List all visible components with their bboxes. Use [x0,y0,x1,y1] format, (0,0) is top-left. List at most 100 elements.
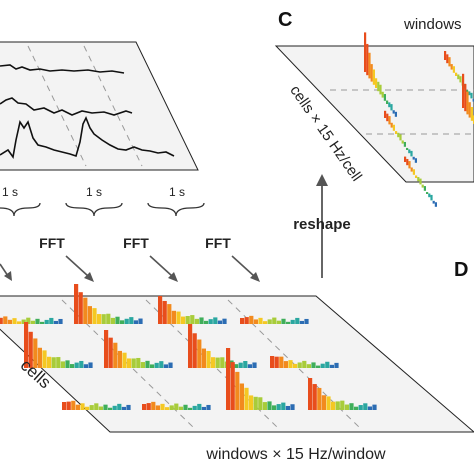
reshaped-c0-seg2-bar-13 [432,200,435,204]
spectrum-r2-c3-bar-2 [317,387,322,410]
spectrum-r2-c3-bar-11 [358,405,363,410]
spectrum-r2-c0-bar-3 [75,404,80,410]
spectrum-r1-c0-bar-2 [33,338,38,368]
spectrum-r2-c2-bar-4 [244,387,249,410]
spectrum-r0-c2-bar-10 [204,320,209,324]
spectrum-r2-c1-bar-1 [146,403,151,410]
reshaped-c0-seg1-bar-7 [399,134,402,141]
spectrum-r0-c3-bar-1 [244,317,249,324]
spectrum-r2-c0-bar-7 [94,403,99,410]
spectrum-r0-c1-bar-12 [129,317,134,324]
fft-label-2: FFT [123,235,149,251]
spectrum-r1-c0-bar-3 [37,347,42,368]
spectrum-r2-c2-bar-6 [253,396,258,410]
window-divider-1 [27,45,87,167]
spectrum-r0-c2-bar-0 [158,296,163,324]
spectrum-r0-c0-bar-13 [53,320,58,324]
spectrum-r0-c0-bar-9 [35,318,40,324]
reshaped-c0-seg0-bar-3 [370,64,373,82]
spectrum-r1-c2-bar-1 [192,333,197,368]
spectrum-r2-c3-bar-6 [335,401,340,410]
reshaped-c0-seg1-bar-12 [410,150,413,157]
spectrum-r1-c3-bar-0 [270,356,275,368]
spectra-plane [0,295,474,433]
spectrum-r1-c3-bar-10 [316,365,321,368]
spectrum-r1-c0-bar-5 [47,356,52,368]
spectrum-r2-c0-bar-12 [117,403,122,410]
fft-arrowhead-3 [250,272,260,282]
window-divider-2 [83,45,143,167]
trace-2 [0,97,133,116]
spectrum-r1-c1-bar-9 [145,360,150,368]
spectrum-r1-c2-bar-14 [252,362,257,368]
trace-1 [0,64,125,74]
spectrum-r1-c2-bar-0 [188,324,193,368]
reshaped-c0-seg0-bar-5 [375,78,378,88]
reshaped-c1-seg0-bar-4 [452,66,455,73]
reshaped-c0-seg0-bar-11 [388,102,391,108]
spectrum-r0-c1-bar-11 [124,318,129,324]
spectrum-r2-c0-bar-6 [89,405,94,410]
spectrum-r1-c0-bar-12 [79,360,84,368]
spectrum-r1-c1-bar-12 [159,361,164,368]
spectrum-r0-c2-bar-12 [213,317,218,324]
reshaped-bars [364,32,474,207]
spectrum-r2-c1-bar-4 [160,403,165,410]
spectrum-r1-c3-bar-2 [279,356,284,368]
reshaped-c0-seg2-bar-2 [408,161,411,169]
spectrum-r0-c3-bar-12 [295,317,300,324]
spectrum-r0-c1-bar-7 [106,313,111,324]
fft-label-1: FFT [39,235,65,251]
spectrum-r2-c1-bar-14 [206,404,211,410]
spectrum-r1-c2-bar-5 [211,357,216,368]
spectrum-r2-c3-bar-9 [349,403,354,410]
spectrum-r0-c3-bar-6 [267,319,272,324]
spectra-bars [0,284,377,410]
reshaped-c0-seg1-bar-9 [403,141,406,147]
fft-arrow-2 [149,255,173,277]
spectrum-r1-c0-bar-7 [56,357,61,368]
spectrum-r2-c0-bar-9 [103,404,108,410]
spectrum-r0-c1-bar-10 [120,320,125,324]
spectrum-r0-c1-bar-14 [138,318,143,324]
spectrum-r2-c0-bar-4 [80,403,85,410]
spectrum-r0-c3-bar-0 [240,318,245,324]
spectrum-r2-c1-bar-9 [183,404,188,410]
spectrum-r1-c2-bar-11 [238,362,243,368]
fft-arrow-1 [65,255,89,277]
spectrum-r0-c2-bar-4 [176,311,181,324]
trace-3 [0,116,175,160]
reshaped-c1-seg0-bar-10 [466,89,469,92]
spectrum-r0-c0-bar-1 [0,317,3,324]
spectrum-r0-c3-bar-9 [281,318,286,324]
spectrum-r2-c1-bar-7 [174,403,179,410]
reshaped-c1-seg0-bar-7 [459,76,462,83]
fft-arrows: FFT FFT FFT [0,235,260,282]
windows-axis-label: windows × 15 Hz/window [205,446,386,463]
spectrum-r0-c3-bar-13 [299,320,304,324]
reshaped-c0-seg2-bar-6 [417,177,420,182]
reshaped-c0-seg0-bar-9 [383,94,386,101]
fft-arrowhead-2 [168,272,178,282]
spectrum-r1-c3-bar-8 [306,364,311,368]
spectrum-r0-c1-bar-3 [87,306,92,324]
spectrum-r0-c0-bar-3 [7,319,12,324]
spectrum-r2-c2-bar-2 [235,371,240,410]
spectrum-r2-c2-bar-11 [276,404,281,410]
spectrum-r1-c2-bar-13 [247,364,252,368]
spectrum-r0-c3-bar-14 [304,318,309,324]
spectrum-r0-c2-bar-9 [199,317,204,324]
reshaped-c1-seg0-bar-1 [446,54,449,64]
reshaped-c0-seg0-bar-2 [368,52,371,79]
spectrum-r0-c3-bar-7 [272,317,277,324]
spectrum-r2-c0-bar-5 [85,406,90,410]
spectrum-r2-c3-bar-5 [331,401,336,410]
spectrum-r0-c2-bar-13 [217,320,222,324]
spectrum-r1-c0-bar-11 [74,362,79,368]
spectrum-r1-c1-bar-2 [113,342,118,368]
spectrum-r1-c1-bar-3 [117,350,122,368]
spectrum-r1-c3-bar-6 [297,362,302,368]
spectrum-r0-c1-bar-9 [115,316,120,324]
reshaped-c1-seg0-bar-0 [444,51,447,60]
